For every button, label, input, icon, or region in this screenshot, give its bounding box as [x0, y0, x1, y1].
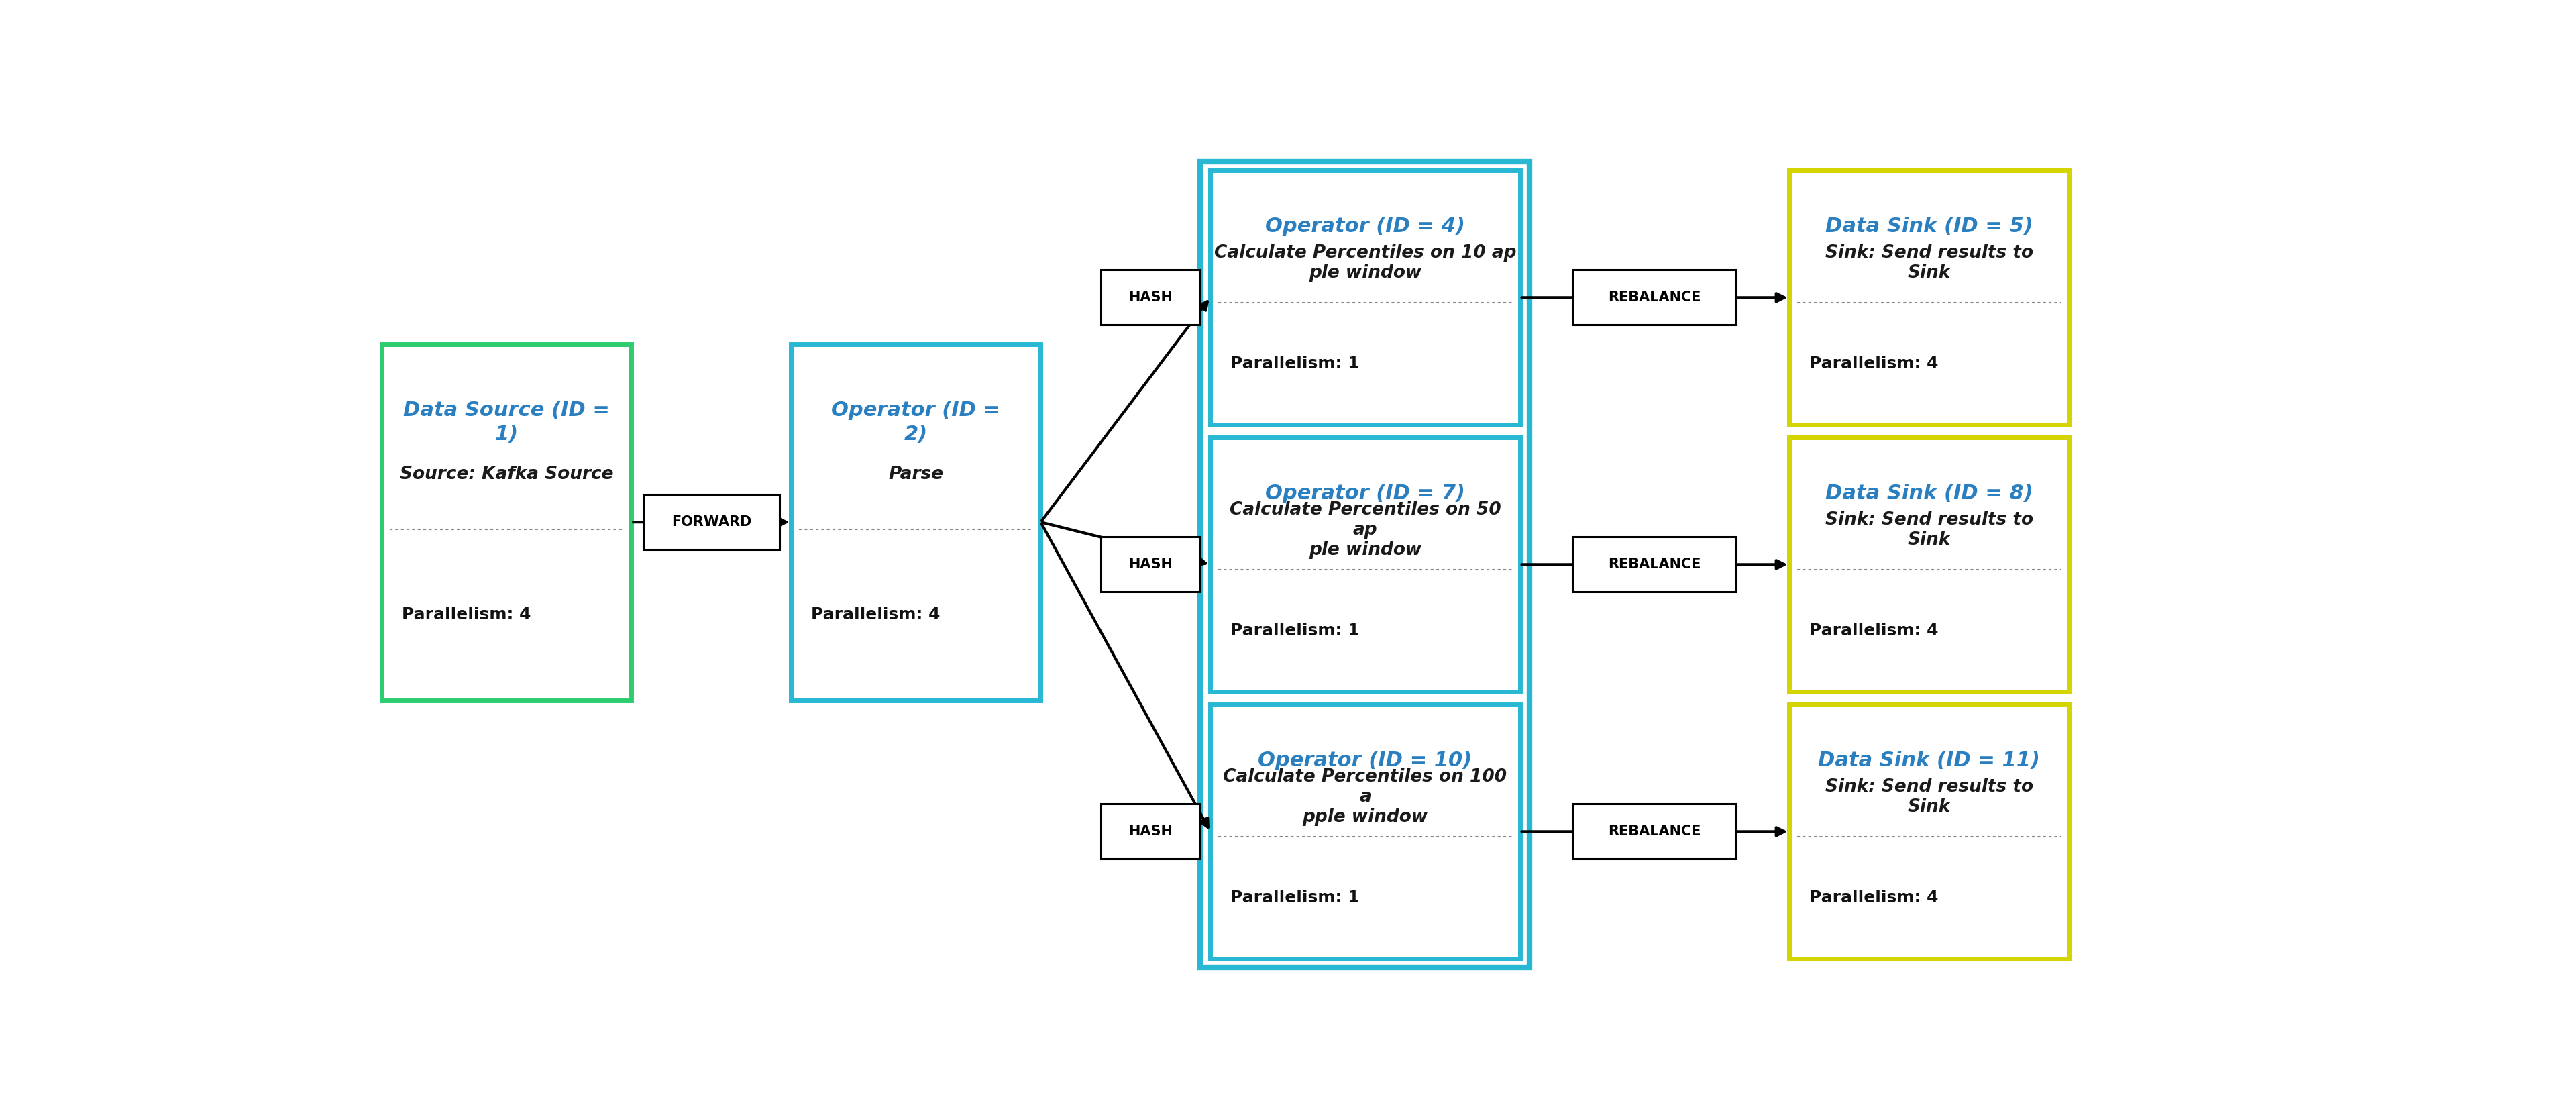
- Bar: [1100, 804, 1200, 859]
- Text: Operator (ID = 7): Operator (ID = 7): [1265, 483, 1466, 503]
- Text: Calculate Percentiles on 100
a
pple window: Calculate Percentiles on 100 a pple wind…: [1224, 768, 1507, 826]
- Text: Data Sink (ID = 5): Data Sink (ID = 5): [1826, 217, 2032, 236]
- Bar: [1574, 270, 1736, 325]
- Bar: [1100, 537, 1200, 592]
- Text: REBALANCE: REBALANCE: [1607, 558, 1700, 571]
- Text: Sink: Send results to
Sink: Sink: Send results to Sink: [1824, 778, 2032, 816]
- Bar: [1790, 437, 2069, 691]
- Bar: [1200, 162, 1530, 967]
- Text: HASH: HASH: [1128, 558, 1172, 571]
- Bar: [1211, 437, 1520, 691]
- Text: Parallelism: 1: Parallelism: 1: [1231, 356, 1360, 372]
- Text: HASH: HASH: [1128, 291, 1172, 304]
- Text: Operator (ID = 10): Operator (ID = 10): [1257, 751, 1473, 770]
- Text: Parallelism: 4: Parallelism: 4: [1808, 890, 1940, 906]
- Text: Operator (ID = 4): Operator (ID = 4): [1265, 217, 1466, 236]
- Text: Source: Kafka Source: Source: Kafka Source: [399, 466, 613, 482]
- Text: Data Sink (ID = 11): Data Sink (ID = 11): [1819, 751, 2040, 770]
- Bar: [1211, 705, 1520, 959]
- Bar: [1574, 537, 1736, 592]
- Text: REBALANCE: REBALANCE: [1607, 291, 1700, 304]
- Bar: [644, 494, 778, 549]
- Text: HASH: HASH: [1128, 825, 1172, 838]
- Text: Parallelism: 4: Parallelism: 4: [402, 607, 531, 623]
- Bar: [791, 344, 1041, 700]
- Text: REBALANCE: REBALANCE: [1607, 825, 1700, 838]
- Bar: [1790, 705, 2069, 959]
- Text: Operator (ID =
2): Operator (ID = 2): [832, 401, 999, 444]
- Text: Parallelism: 4: Parallelism: 4: [1808, 622, 1940, 639]
- Text: Parallelism: 1: Parallelism: 1: [1231, 622, 1360, 639]
- Text: Parallelism: 1: Parallelism: 1: [1231, 890, 1360, 906]
- Text: Parallelism: 4: Parallelism: 4: [1808, 356, 1940, 372]
- Text: Parallelism: 4: Parallelism: 4: [811, 607, 940, 623]
- Text: Data Sink (ID = 8): Data Sink (ID = 8): [1826, 483, 2032, 503]
- Bar: [1790, 171, 2069, 425]
- Text: Calculate Percentiles on 50
ap
ple window: Calculate Percentiles on 50 ap ple windo…: [1229, 501, 1502, 559]
- Bar: [381, 344, 631, 700]
- Bar: [1100, 270, 1200, 325]
- Text: Parse: Parse: [889, 466, 943, 482]
- Text: Sink: Send results to
Sink: Sink: Send results to Sink: [1824, 511, 2032, 549]
- Bar: [1211, 171, 1520, 425]
- Text: Data Source (ID =
1): Data Source (ID = 1): [404, 401, 611, 444]
- Bar: [1574, 804, 1736, 859]
- Text: Sink: Send results to
Sink: Sink: Send results to Sink: [1824, 244, 2032, 282]
- Text: FORWARD: FORWARD: [672, 515, 752, 528]
- Text: Calculate Percentiles on 10 ap
ple window: Calculate Percentiles on 10 ap ple windo…: [1213, 244, 1517, 282]
